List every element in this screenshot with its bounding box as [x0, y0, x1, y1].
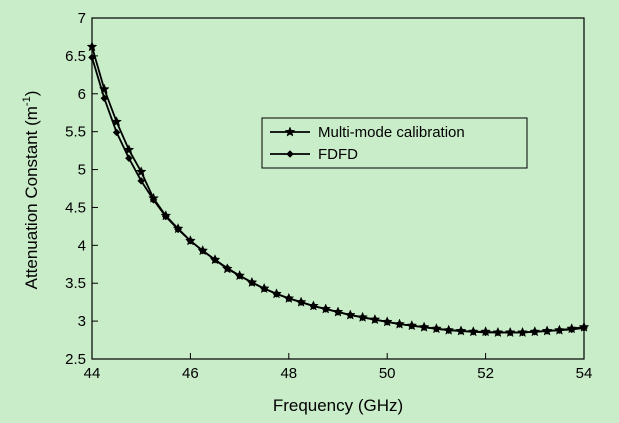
y-tick-label: 5.5: [65, 124, 86, 141]
y-tick-label: 2.5: [65, 351, 86, 368]
y-axis-label: Attenuation Constant (m-1): [21, 91, 41, 290]
data-point-fdfd: [297, 298, 305, 307]
data-point-fdfd: [444, 326, 453, 335]
data-point-fdfd: [334, 308, 342, 316]
data-point-fdfd: [555, 326, 564, 335]
y-tick-label: 3: [78, 313, 86, 330]
x-tick-label: 44: [84, 365, 101, 382]
y-tick-label: 4.5: [65, 199, 86, 216]
data-point-fdfd: [432, 324, 441, 333]
data-point-fdfd: [272, 289, 281, 298]
data-point-fdfd: [235, 271, 244, 280]
data-point-fdfd: [506, 328, 515, 337]
data-point-fdfd: [407, 321, 416, 330]
series-line-multi-mode: [91, 46, 585, 334]
data-point-fdfd: [567, 325, 576, 334]
data-point-fdfd: [88, 53, 96, 62]
x-tick-label: 50: [379, 365, 396, 382]
data-point-fdfd: [321, 305, 330, 313]
data-point-fdfd: [371, 315, 379, 324]
y-tick-label: 4: [78, 237, 86, 254]
data-point-fdfd: [481, 328, 490, 337]
y-axis-label-close: ): [22, 91, 41, 97]
data-point-multi-mode: [135, 166, 147, 177]
data-point-fdfd: [248, 278, 256, 287]
data-point-fdfd: [100, 94, 109, 103]
series-multi-mode: [86, 41, 590, 338]
legend-label-multi-mode: Multi-mode calibration: [318, 124, 465, 141]
data-point-fdfd: [518, 328, 527, 337]
y-axis-label-superscript: -1: [21, 96, 33, 106]
legend-items: Multi-mode calibration FDFD: [270, 124, 465, 163]
data-point-fdfd: [260, 284, 269, 293]
data-point-fdfd: [420, 323, 428, 332]
legend-marker-multi-mode: [284, 126, 296, 137]
data-point-fdfd: [137, 177, 146, 185]
plot-area: [91, 17, 585, 360]
x-tick-label: 48: [280, 365, 297, 382]
data-point-fdfd: [383, 318, 392, 326]
x-tick-label: 52: [477, 365, 494, 382]
data-point-fdfd: [161, 212, 170, 221]
data-point-fdfd: [543, 327, 551, 335]
y-tick-label: 3.5: [65, 275, 86, 292]
legend-label-fdfd: FDFD: [318, 146, 358, 163]
data-point-fdfd: [198, 246, 207, 255]
y-tick-label: 6: [78, 86, 86, 103]
ticks: 44 46 48 50 52 54 2.5 3 3.5 4 4.5 5 5.5 6 6.5 7: [65, 10, 592, 382]
data-point-fdfd: [309, 302, 318, 310]
series-group: [86, 41, 590, 338]
data-point-fdfd: [358, 313, 367, 322]
x-tick-label: 46: [182, 365, 199, 382]
data-point-fdfd: [211, 255, 219, 264]
legend-marker-fdfd: [286, 150, 294, 158]
data-point-fdfd: [580, 324, 588, 332]
legend: Multi-mode calibration FDFD: [261, 117, 528, 169]
x-tick-label: 54: [576, 365, 593, 382]
series-line-fdfd: [91, 57, 585, 334]
data-point-multi-mode: [86, 41, 98, 52]
data-point-fdfd: [494, 328, 502, 337]
data-point-fdfd: [284, 294, 293, 303]
y-tick-label: 7: [78, 10, 86, 27]
data-point-fdfd: [457, 327, 465, 335]
series-fdfd: [88, 53, 588, 337]
legend-box: [261, 117, 528, 169]
data-point-fdfd: [112, 128, 121, 137]
y-tick-label: 6.5: [65, 48, 86, 65]
data-point-multi-mode: [123, 144, 135, 155]
data-point-fdfd: [223, 264, 232, 272]
data-point-fdfd: [346, 311, 355, 319]
data-point-fdfd: [395, 320, 404, 328]
y-tick-label: 5: [78, 162, 86, 179]
y-axis-label-main: Attenuation Constant (m: [22, 106, 41, 289]
x-axis-label: Frequency (GHz): [273, 396, 403, 415]
data-point-fdfd: [186, 236, 195, 245]
data-point-fdfd: [174, 225, 182, 234]
data-point-fdfd: [469, 327, 478, 336]
data-point-fdfd: [530, 327, 539, 336]
data-point-fdfd: [125, 154, 133, 163]
data-point-fdfd: [149, 196, 158, 204]
